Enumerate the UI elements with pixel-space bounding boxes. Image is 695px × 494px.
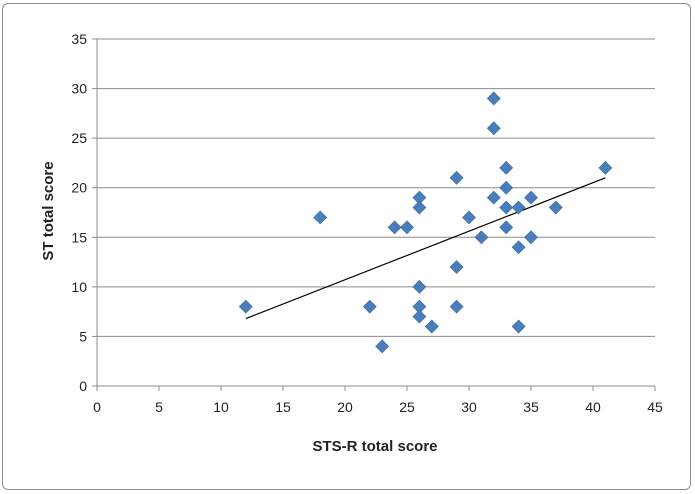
y-axis-title: ST total score <box>40 161 57 260</box>
x-tick-label: 25 <box>399 399 415 415</box>
y-tick-label: 25 <box>71 130 87 146</box>
axes <box>92 38 656 391</box>
data-point <box>313 210 328 225</box>
data-point <box>449 260 464 274</box>
grid-lines <box>97 38 655 337</box>
data-point <box>499 160 514 175</box>
y-tick-label: 10 <box>71 279 87 295</box>
y-tick-label: 20 <box>71 180 87 196</box>
x-tick-label: 35 <box>523 399 539 415</box>
y-tick-labels: 0 5 10 15 20 25 30 35 <box>71 31 87 394</box>
y-tick-label: 35 <box>71 31 87 47</box>
data-point <box>524 190 538 205</box>
data-point <box>387 220 402 235</box>
data-point <box>598 160 613 175</box>
data-point <box>499 200 514 215</box>
x-tick-label: 5 <box>155 399 163 415</box>
data-point <box>449 299 464 314</box>
data-point <box>486 190 501 205</box>
data-point <box>511 319 526 334</box>
x-tick-label: 0 <box>93 399 101 415</box>
data-point <box>400 220 414 235</box>
data-point <box>511 240 526 255</box>
x-tick-label: 10 <box>213 399 229 415</box>
chart-frame <box>2 3 691 490</box>
data-point <box>424 319 439 334</box>
data-point <box>362 299 377 314</box>
data-point <box>412 200 427 215</box>
trendline-layer <box>245 177 606 320</box>
data-point <box>412 309 427 324</box>
y-tick-label: 30 <box>71 81 87 97</box>
y-tick-label: 5 <box>79 328 87 344</box>
data-point <box>412 279 427 294</box>
y-tick-label: 0 <box>79 378 87 394</box>
x-tick-label: 20 <box>337 399 353 415</box>
x-tick-label: 15 <box>275 399 291 415</box>
x-tick-label: 40 <box>585 399 601 415</box>
data-point <box>238 299 253 314</box>
data-point <box>499 180 514 195</box>
y-tick-label: 15 <box>71 229 87 245</box>
data-point <box>375 339 390 354</box>
data-point <box>486 121 501 136</box>
x-tick-labels: 0 5 10 15 20 25 30 35 40 45 <box>93 399 663 415</box>
data-point <box>499 220 514 235</box>
x-tick-label: 45 <box>647 399 663 415</box>
x-tick-label: 30 <box>461 399 477 415</box>
trendline <box>245 177 606 320</box>
x-axis-title: STS-R total score <box>312 438 437 455</box>
data-point <box>462 210 476 225</box>
data-point <box>524 230 538 245</box>
data-point <box>474 230 489 245</box>
data-point <box>548 200 563 215</box>
data-point <box>511 200 526 215</box>
data-point <box>486 91 501 106</box>
data-point <box>449 170 464 185</box>
data-points <box>238 91 613 354</box>
